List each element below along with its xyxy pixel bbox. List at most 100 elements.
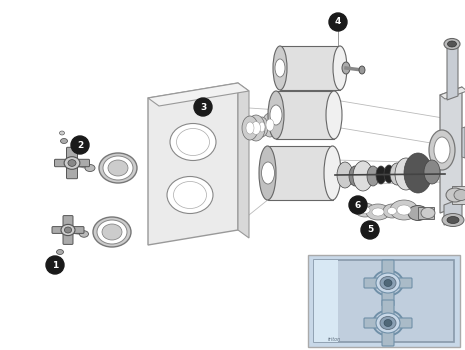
Ellipse shape	[397, 205, 411, 215]
Polygon shape	[444, 198, 462, 225]
Ellipse shape	[384, 320, 392, 327]
Text: 3: 3	[200, 103, 206, 112]
Ellipse shape	[324, 146, 341, 200]
Ellipse shape	[454, 189, 465, 201]
Ellipse shape	[434, 137, 450, 163]
Ellipse shape	[102, 224, 122, 240]
Circle shape	[329, 13, 347, 31]
Ellipse shape	[177, 128, 210, 155]
Text: 1: 1	[52, 260, 58, 270]
Ellipse shape	[384, 280, 392, 287]
Ellipse shape	[64, 227, 72, 233]
Ellipse shape	[404, 153, 432, 193]
Ellipse shape	[60, 131, 65, 135]
Ellipse shape	[383, 204, 401, 218]
Ellipse shape	[355, 203, 375, 217]
Ellipse shape	[268, 91, 284, 139]
Ellipse shape	[246, 122, 254, 134]
FancyBboxPatch shape	[382, 260, 394, 306]
Ellipse shape	[99, 153, 137, 183]
Circle shape	[361, 221, 379, 239]
Ellipse shape	[429, 130, 455, 170]
Ellipse shape	[446, 188, 464, 202]
Text: triton: triton	[328, 337, 341, 342]
Ellipse shape	[447, 41, 457, 47]
Bar	[418, 207, 434, 219]
Ellipse shape	[103, 156, 133, 180]
Ellipse shape	[424, 160, 440, 184]
Ellipse shape	[261, 162, 274, 184]
Ellipse shape	[372, 208, 384, 216]
Ellipse shape	[367, 166, 379, 186]
Polygon shape	[276, 91, 334, 139]
Ellipse shape	[380, 276, 396, 289]
Ellipse shape	[390, 200, 418, 220]
Ellipse shape	[80, 231, 88, 237]
Ellipse shape	[326, 91, 342, 139]
Polygon shape	[440, 87, 465, 99]
Ellipse shape	[333, 46, 347, 90]
Polygon shape	[314, 260, 338, 342]
Polygon shape	[238, 83, 249, 238]
Ellipse shape	[376, 273, 400, 293]
Ellipse shape	[93, 217, 131, 247]
Ellipse shape	[108, 160, 128, 176]
Ellipse shape	[395, 158, 417, 190]
Ellipse shape	[447, 217, 459, 224]
FancyBboxPatch shape	[52, 226, 84, 233]
Ellipse shape	[390, 163, 404, 185]
Ellipse shape	[342, 62, 350, 74]
Ellipse shape	[57, 250, 64, 254]
Ellipse shape	[275, 59, 285, 77]
FancyBboxPatch shape	[66, 147, 78, 179]
Ellipse shape	[353, 161, 373, 191]
Ellipse shape	[259, 122, 265, 132]
Ellipse shape	[242, 116, 258, 140]
Ellipse shape	[273, 46, 287, 90]
Ellipse shape	[256, 117, 268, 137]
Text: 2: 2	[77, 140, 83, 149]
Polygon shape	[148, 83, 249, 106]
Ellipse shape	[366, 204, 390, 220]
Ellipse shape	[55, 258, 60, 262]
Polygon shape	[440, 87, 462, 213]
Ellipse shape	[408, 205, 428, 220]
Polygon shape	[280, 46, 340, 90]
Circle shape	[194, 98, 212, 116]
Ellipse shape	[376, 166, 386, 184]
Ellipse shape	[387, 208, 397, 215]
Circle shape	[71, 136, 89, 154]
Ellipse shape	[68, 160, 76, 166]
Ellipse shape	[376, 313, 400, 333]
Ellipse shape	[337, 162, 353, 188]
Ellipse shape	[173, 182, 206, 209]
Ellipse shape	[247, 115, 265, 141]
Bar	[308, 255, 460, 347]
Ellipse shape	[85, 164, 95, 172]
Ellipse shape	[359, 66, 365, 74]
Bar	[452, 186, 465, 204]
FancyBboxPatch shape	[63, 216, 73, 244]
Circle shape	[46, 256, 64, 274]
Ellipse shape	[262, 113, 278, 137]
Ellipse shape	[349, 166, 361, 186]
Ellipse shape	[270, 105, 282, 125]
Ellipse shape	[259, 146, 276, 200]
Polygon shape	[462, 127, 465, 158]
Text: 6: 6	[355, 201, 361, 210]
Text: 5: 5	[367, 225, 373, 234]
Polygon shape	[267, 146, 332, 200]
Text: 4: 4	[335, 18, 341, 27]
Ellipse shape	[444, 38, 460, 49]
Ellipse shape	[380, 316, 396, 329]
Ellipse shape	[442, 214, 464, 226]
Ellipse shape	[421, 208, 435, 218]
FancyBboxPatch shape	[364, 278, 412, 288]
Ellipse shape	[167, 176, 213, 214]
Ellipse shape	[360, 206, 370, 214]
Ellipse shape	[266, 119, 274, 131]
Ellipse shape	[384, 165, 394, 183]
Polygon shape	[447, 41, 458, 100]
Bar	[314, 260, 454, 342]
FancyBboxPatch shape	[364, 318, 412, 328]
